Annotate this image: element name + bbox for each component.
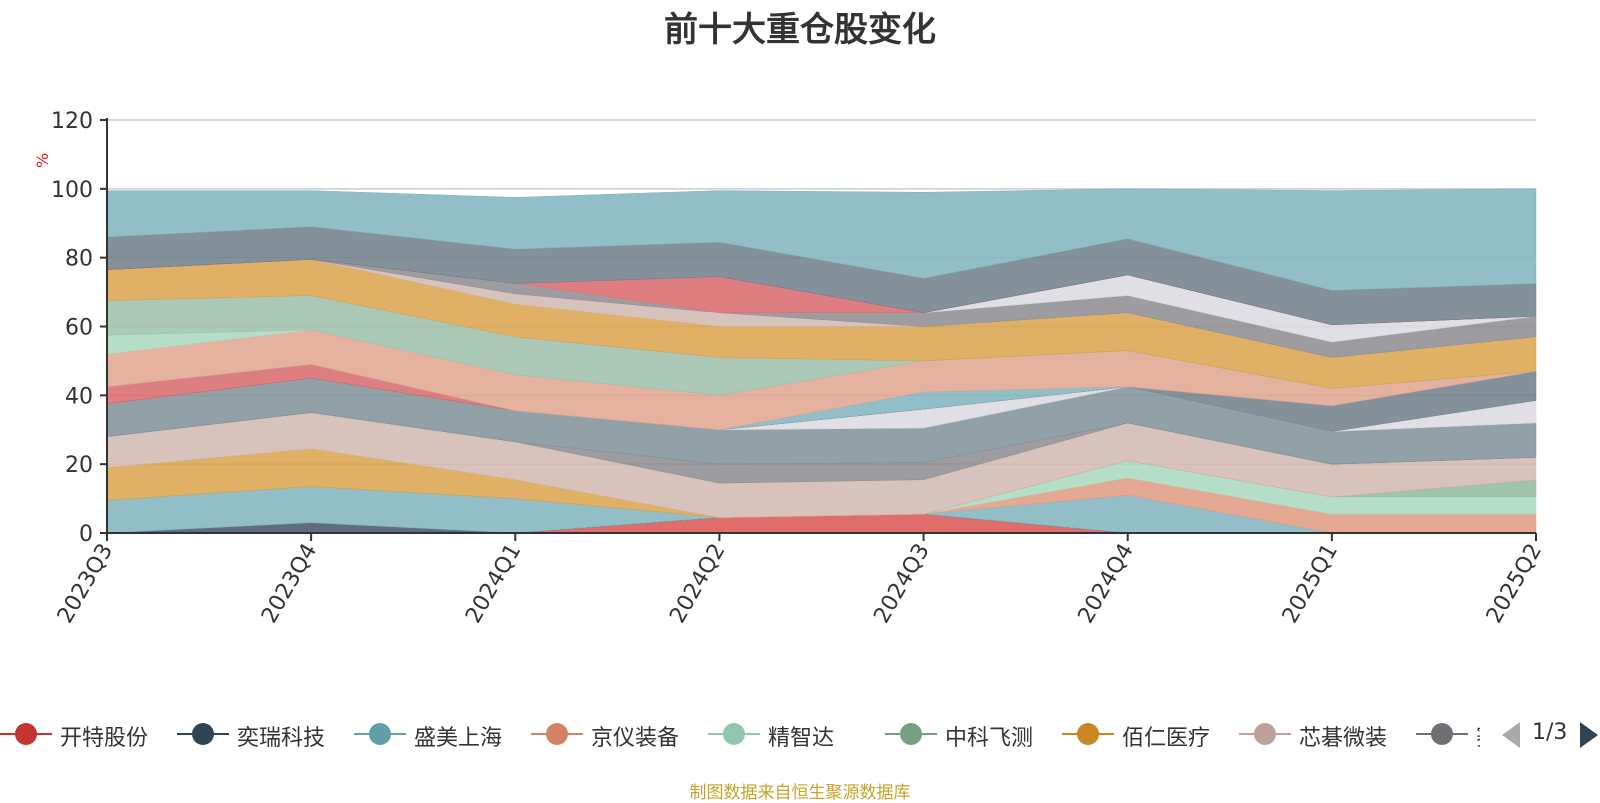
legend-label: 佰仁医疗 xyxy=(1122,726,1211,751)
chart-title: 前十大重仓股变化 xyxy=(664,10,936,50)
y-tick-label: 80 xyxy=(65,247,93,272)
legend-marker-icon xyxy=(0,723,52,745)
y-tick-label: 60 xyxy=(65,316,93,341)
legend-marker-icon xyxy=(708,723,760,745)
x-tick-label: 2024Q1 xyxy=(461,540,526,628)
x-tick-label: 2025Q1 xyxy=(1278,540,1343,628)
x-tick-label: 2024Q4 xyxy=(1074,540,1139,628)
legend-label: 开特股份 xyxy=(60,726,149,751)
legend-label: 奕瑞科技 xyxy=(237,726,326,751)
legend-label: 中科飞测 xyxy=(945,726,1034,751)
source-note: 制图数据来自恒生聚源数据库 xyxy=(689,783,911,803)
pager-next-icon[interactable] xyxy=(1578,720,1600,750)
y-tick-label: 40 xyxy=(65,384,93,409)
y-tick-label: 0 xyxy=(79,522,93,547)
x-tick-label: 2025Q2 xyxy=(1482,540,1547,628)
legend-label: 赛腾股份 xyxy=(1476,720,1480,752)
legend-page-indicator: 1/3 xyxy=(1532,720,1568,745)
area-series-group xyxy=(106,188,1537,534)
legend-marker-icon xyxy=(1416,723,1468,745)
legend-marker-icon xyxy=(177,723,229,745)
y-tick-label: 100 xyxy=(51,178,93,203)
legend-marker-icon xyxy=(1239,723,1291,745)
legend-items: 开特股份 奕瑞科技 盛美上海 京仪装备 精智达 中科飞测 佰仁医疗 芯碁微装 赛腾股份 xyxy=(0,714,1480,754)
area-series-24 xyxy=(106,188,1537,291)
legend-label: 京仪装备 xyxy=(591,726,680,751)
legend-marker-icon xyxy=(1062,723,1114,745)
area-chart: 0 20 40 60 80 100 120 2023Q3 2023Q4 2024Q1 2024Q2 2… xyxy=(33,109,1547,628)
legend-marker-icon xyxy=(885,723,937,745)
legend-pager: 1/3 xyxy=(1496,714,1600,754)
legend-label: 精智达 xyxy=(768,726,835,751)
y-tick-label: 120 xyxy=(51,109,93,134)
x-tick-label: 2023Q3 xyxy=(53,540,118,628)
y-axis-unit: % xyxy=(33,153,52,168)
x-tick-label: 2023Q4 xyxy=(257,540,322,628)
legend: 开特股份 奕瑞科技 盛美上海 京仪装备 精智达 中科飞测 佰仁医疗 芯碁微装 赛腾股份 1/3 xyxy=(0,714,1600,754)
legend-marker-icon xyxy=(531,723,583,745)
legend-label: 盛美上海 xyxy=(414,726,503,751)
legend-label: 芯碁微装 xyxy=(1299,726,1388,751)
y-tick-label: 20 xyxy=(65,453,93,478)
x-tick-label: 2024Q2 xyxy=(665,540,730,628)
pager-prev-icon[interactable] xyxy=(1500,720,1522,750)
x-tick-label: 2024Q3 xyxy=(869,540,934,628)
legend-marker-icon xyxy=(354,723,406,745)
